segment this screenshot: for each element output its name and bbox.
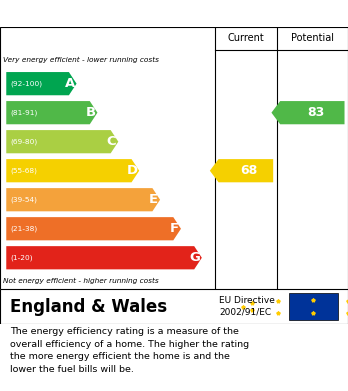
- Text: Current: Current: [228, 33, 264, 43]
- Polygon shape: [6, 188, 160, 211]
- Text: (92-100): (92-100): [10, 81, 42, 87]
- Text: Potential: Potential: [291, 33, 334, 43]
- Text: 68: 68: [241, 164, 258, 177]
- Polygon shape: [6, 159, 139, 182]
- Polygon shape: [6, 246, 202, 269]
- Text: B: B: [85, 106, 96, 119]
- Polygon shape: [271, 101, 345, 124]
- Polygon shape: [6, 72, 77, 95]
- Polygon shape: [210, 159, 273, 182]
- Text: (1-20): (1-20): [10, 255, 33, 261]
- Text: C: C: [106, 135, 116, 148]
- Text: EU Directive
2002/91/EC: EU Directive 2002/91/EC: [219, 296, 275, 317]
- Polygon shape: [6, 130, 118, 153]
- Text: Not energy efficient - higher running costs: Not energy efficient - higher running co…: [3, 278, 159, 284]
- Text: (39-54): (39-54): [10, 196, 38, 203]
- FancyBboxPatch shape: [289, 293, 338, 320]
- Text: D: D: [127, 164, 138, 177]
- Text: (21-38): (21-38): [10, 226, 38, 232]
- Text: E: E: [149, 193, 158, 206]
- Text: (69-80): (69-80): [10, 138, 38, 145]
- Text: England & Wales: England & Wales: [10, 298, 168, 316]
- Polygon shape: [6, 101, 97, 124]
- Text: G: G: [189, 251, 200, 264]
- Polygon shape: [6, 217, 181, 240]
- Text: Energy Efficiency Rating: Energy Efficiency Rating: [73, 6, 275, 21]
- Text: A: A: [64, 77, 75, 90]
- Text: The energy efficiency rating is a measure of the
overall efficiency of a home. T: The energy efficiency rating is a measur…: [10, 327, 250, 374]
- Text: (55-68): (55-68): [10, 167, 38, 174]
- Text: (81-91): (81-91): [10, 109, 38, 116]
- Text: F: F: [169, 222, 179, 235]
- Text: 83: 83: [307, 106, 324, 119]
- Text: Very energy efficient - lower running costs: Very energy efficient - lower running co…: [3, 57, 159, 63]
